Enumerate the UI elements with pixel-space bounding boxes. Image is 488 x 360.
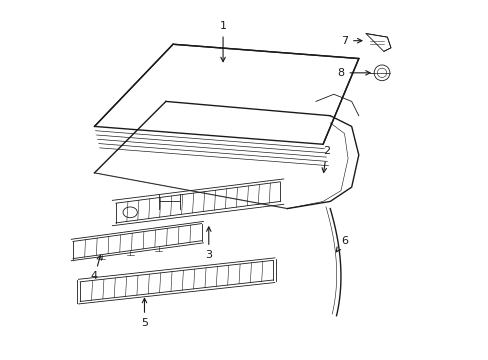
Text: 5: 5 [141, 298, 148, 328]
Text: 1: 1 [219, 21, 226, 62]
Text: 7: 7 [340, 36, 361, 46]
Text: 4: 4 [91, 255, 101, 282]
Text: 6: 6 [336, 236, 347, 252]
Text: 3: 3 [205, 227, 212, 260]
Text: 2: 2 [322, 147, 329, 172]
Text: 8: 8 [337, 68, 369, 78]
